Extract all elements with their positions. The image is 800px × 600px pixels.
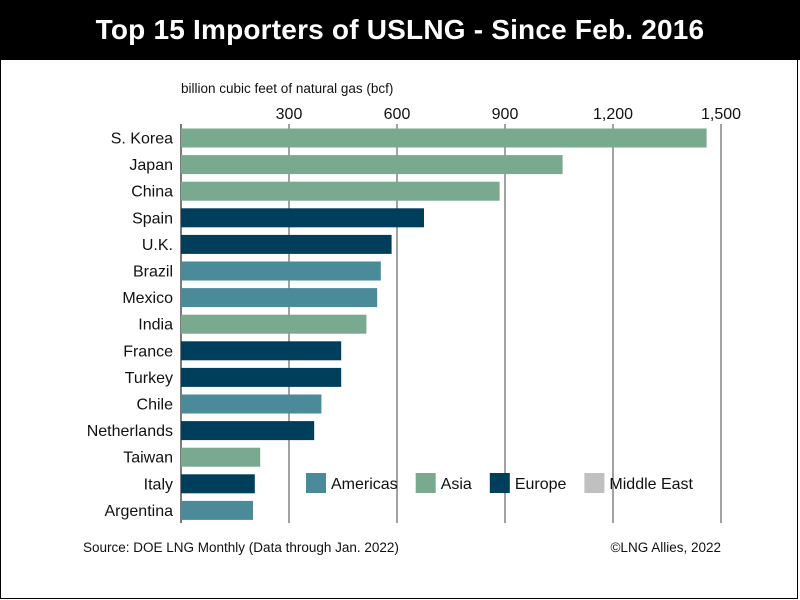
category-label-france: France <box>123 343 173 360</box>
category-label-s-korea: S. Korea <box>111 131 173 148</box>
x-tick-label-600: 600 <box>384 106 411 123</box>
chart-frame <box>0 60 798 599</box>
bar-mexico <box>181 288 378 308</box>
legend-swatch-middle-east <box>584 473 605 493</box>
category-label-japan: Japan <box>129 157 173 174</box>
category-label-mexico: Mexico <box>122 290 173 307</box>
bar-france <box>181 341 342 361</box>
x-tick-label-1200: 1,200 <box>593 106 633 123</box>
category-label-chile: Chile <box>137 397 174 414</box>
category-label-india: India <box>138 317 173 334</box>
category-label-brazil: Brazil <box>133 264 173 281</box>
x-tick-label-300: 300 <box>276 106 303 123</box>
category-label-china: China <box>131 184 173 201</box>
legend-label-middle-east: Middle East <box>609 476 693 493</box>
bar-turkey <box>181 367 342 387</box>
legend-swatch-asia <box>415 473 436 493</box>
bar-argentina <box>181 500 253 520</box>
bar-india <box>181 314 367 334</box>
bar-japan <box>181 155 563 175</box>
bar-s-korea <box>181 128 707 148</box>
legend: Americas Asia Europe Middle East <box>306 473 694 493</box>
bar-taiwan <box>181 447 261 467</box>
category-label-argentina: Argentina <box>105 503 174 520</box>
category-label-netherlands: Netherlands <box>87 423 173 440</box>
bar-china <box>181 181 500 201</box>
x-axis-ticks: 300 600 900 1,200 1,500 <box>276 106 741 123</box>
bar-netherlands <box>181 421 315 441</box>
bar-chile <box>181 394 322 414</box>
bar-brazil <box>181 261 381 281</box>
category-label-turkey: Turkey <box>125 370 173 387</box>
legend-swatch-americas <box>306 473 326 493</box>
x-tick-label-1500: 1,500 <box>701 106 741 123</box>
bar-u-k <box>181 234 392 254</box>
x-axis-label: billion cubic feet of natural gas (bcf) <box>181 81 393 96</box>
category-label-taiwan: Taiwan <box>123 450 173 467</box>
bar-spain <box>181 208 424 228</box>
category-label-u-k: U.K. <box>142 237 173 254</box>
chart-title: Top 15 Importers of USLNG - Since Feb. 2… <box>0 0 800 60</box>
legend-label-europe: Europe <box>515 476 567 493</box>
category-label-spain: Spain <box>132 210 173 227</box>
category-label-italy: Italy <box>144 476 173 493</box>
copyright-note: ©LNG Allies, 2022 <box>610 540 721 555</box>
x-tick-label-900: 900 <box>492 106 519 123</box>
legend-label-americas: Americas <box>331 476 398 493</box>
bars <box>181 128 707 520</box>
category-labels: S. Korea Japan China Spain U.K. Brazil Mexico I… <box>87 131 173 520</box>
bar-italy <box>181 474 255 494</box>
legend-swatch-europe <box>489 473 510 493</box>
legend-label-asia: Asia <box>441 476 472 493</box>
source-note: Source: DOE LNG Monthly (Data through Ja… <box>83 540 399 555</box>
